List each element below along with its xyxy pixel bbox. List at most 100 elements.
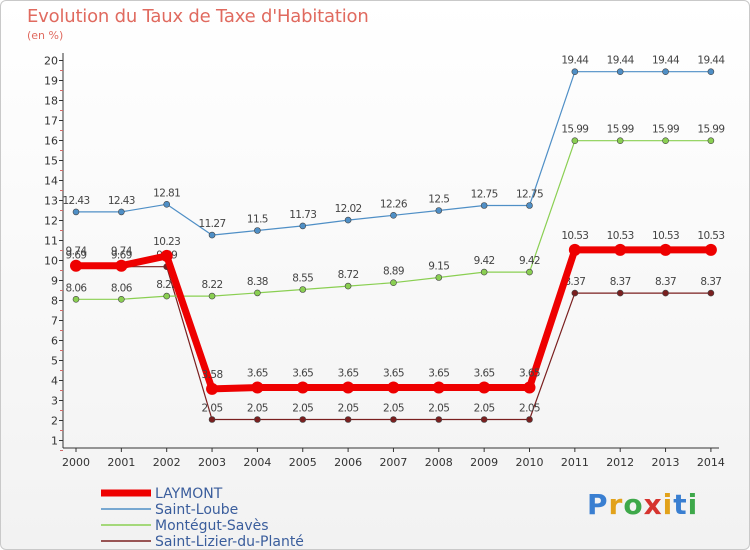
data-point: [659, 243, 672, 256]
data-label: 2.05: [519, 403, 540, 415]
data-point: [616, 289, 624, 297]
data-label: 8.72: [338, 269, 359, 281]
data-label: 3.65: [428, 368, 449, 380]
data-label: 9.74: [111, 246, 133, 258]
data-label: 12.02: [335, 203, 362, 215]
data-point: [435, 416, 443, 423]
data-point: [707, 137, 715, 144]
data-point: [115, 259, 128, 272]
data-label: 8.37: [610, 276, 631, 288]
data-point: [662, 289, 669, 297]
data-point: [707, 68, 715, 75]
data-point: [523, 381, 536, 394]
data-point: [254, 289, 261, 297]
chart-subtitle: (en %): [27, 29, 64, 42]
data-point: [571, 289, 579, 297]
y-tick-label: 6: [51, 335, 58, 348]
data-label: 2.05: [428, 403, 449, 415]
data-point: [568, 243, 581, 256]
y-tick-label: 17: [44, 115, 58, 128]
data-point: [344, 216, 352, 224]
data-label: 19.44: [561, 55, 589, 67]
data-label: 11.5: [247, 214, 268, 226]
y-tick-label: 7: [51, 315, 58, 328]
logo-letter: i: [662, 488, 674, 521]
data-label: 2.05: [474, 403, 495, 415]
x-tick-label: 2013: [652, 456, 680, 469]
data-point: [390, 416, 397, 423]
y-tick-label: 19: [44, 75, 58, 88]
data-point: [616, 137, 624, 144]
y-tick-label: 2: [51, 415, 58, 428]
data-label: 15.99: [697, 124, 724, 136]
logo-letter: i: [687, 488, 699, 521]
data-point: [387, 381, 400, 394]
legend-label: LAYMONT: [155, 486, 223, 502]
data-label: 15.99: [607, 124, 634, 136]
data-label: 15.99: [652, 124, 679, 136]
data-label: 8.38: [247, 276, 268, 288]
data-label: 2.05: [247, 403, 268, 415]
data-label: 8.06: [111, 282, 133, 294]
y-tick-label: 4: [51, 375, 58, 388]
x-tick-label: 2002: [153, 456, 181, 469]
data-label: 3.65: [338, 368, 359, 380]
data-point: [707, 289, 715, 297]
data-label: 8.06: [66, 282, 88, 294]
y-tick-label: 20: [44, 55, 58, 68]
data-point: [571, 137, 579, 144]
y-tick-label: 15: [44, 155, 58, 168]
data-label: 10.23: [153, 236, 180, 248]
data-point: [70, 259, 82, 272]
logo-letter: P: [587, 488, 609, 521]
data-point: [160, 249, 173, 262]
data-point: [118, 295, 125, 303]
data-point: [480, 268, 488, 276]
logo-letter: t: [673, 488, 688, 521]
data-label: 12.75: [516, 189, 543, 201]
data-point: [342, 381, 355, 394]
data-point: [662, 68, 669, 75]
data-label: 19.44: [652, 55, 680, 67]
data-point: [390, 212, 397, 219]
data-point: [432, 381, 445, 394]
data-point: [526, 268, 533, 276]
legend-label: Montégut-Savès: [155, 518, 269, 534]
data-label: 12.43: [108, 195, 135, 207]
proxiti-logo: Proxiti: [587, 488, 698, 521]
data-label: 19.44: [697, 55, 725, 67]
data-point: [704, 243, 717, 256]
data-label: 9.69: [111, 250, 132, 262]
data-label: 19.44: [607, 55, 635, 67]
data-point: [480, 416, 488, 423]
x-tick-label: 2007: [379, 456, 407, 469]
data-point: [299, 416, 307, 423]
data-point: [163, 201, 170, 208]
data-label: 9.69: [66, 250, 87, 262]
data-label: 12.75: [471, 189, 498, 201]
data-label: 3.65: [292, 368, 313, 380]
y-tick-label: 18: [44, 95, 58, 108]
y-tick-label: 9: [51, 275, 58, 288]
data-point: [72, 295, 80, 303]
legend-label: Saint-Loube: [155, 502, 238, 518]
data-label: 11.73: [289, 209, 316, 221]
data-point: [254, 416, 261, 423]
data-label: 3.65: [519, 368, 540, 380]
chart-title: Evolution du Taux de Taxe d'Habitation: [27, 6, 369, 27]
data-point: [299, 222, 307, 230]
data-label: 11.27: [199, 218, 226, 230]
x-tick-label: 2004: [243, 456, 271, 469]
y-tick-label: 5: [51, 355, 58, 368]
data-point: [662, 137, 669, 144]
data-label: 12.43: [62, 195, 89, 207]
data-point: [571, 68, 579, 75]
data-label: 12.81: [153, 187, 180, 199]
data-point: [208, 231, 216, 239]
data-point: [344, 416, 352, 423]
data-label: 12.5: [428, 194, 449, 206]
legend: LAYMONTSaint-LoubeMontégut-SavèsSaint-Li…: [101, 486, 304, 549]
data-label: 8.89: [383, 266, 404, 278]
data-point: [254, 227, 261, 234]
y-tick-label: 11: [44, 235, 58, 248]
